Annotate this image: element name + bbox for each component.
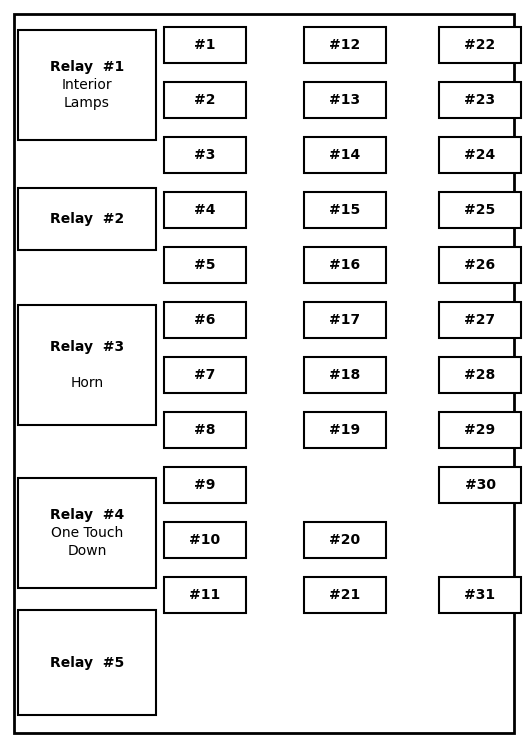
Bar [304, 137, 386, 173]
Text: Relay  #4: Relay #4 [50, 508, 124, 522]
Bar [439, 137, 521, 173]
Text: #3: #3 [194, 148, 215, 162]
Bar [18, 188, 156, 250]
Text: #26: #26 [465, 258, 496, 272]
Bar [18, 305, 156, 425]
Bar [304, 412, 386, 448]
Bar [164, 467, 246, 503]
Bar [304, 27, 386, 63]
Bar [18, 610, 156, 715]
Text: #20: #20 [329, 533, 361, 547]
Text: #22: #22 [464, 38, 496, 52]
Text: Relay  #3: Relay #3 [50, 340, 124, 354]
Bar [164, 522, 246, 558]
Bar [439, 357, 521, 393]
Bar [18, 478, 156, 588]
Text: #16: #16 [329, 258, 361, 272]
Bar [304, 522, 386, 558]
Text: #1: #1 [194, 38, 216, 52]
Bar [439, 302, 521, 338]
Bar [164, 82, 246, 118]
Text: Relay  #5: Relay #5 [50, 656, 124, 669]
Bar [439, 82, 521, 118]
Text: #17: #17 [329, 313, 361, 327]
Bar [439, 467, 521, 503]
Bar [439, 27, 521, 63]
Text: #11: #11 [190, 588, 221, 602]
Text: Relay  #2: Relay #2 [50, 212, 124, 226]
Text: #18: #18 [329, 368, 361, 382]
Bar [164, 247, 246, 283]
Text: #5: #5 [194, 258, 216, 272]
Bar [439, 412, 521, 448]
Text: Horn: Horn [70, 376, 103, 390]
Text: Lamps: Lamps [64, 96, 110, 110]
Text: #15: #15 [329, 203, 361, 217]
Bar [164, 192, 246, 228]
Text: #24: #24 [464, 148, 496, 162]
Text: #4: #4 [194, 203, 216, 217]
Text: #13: #13 [329, 93, 361, 107]
Bar [304, 82, 386, 118]
Text: #8: #8 [194, 423, 216, 437]
Text: Relay  #1: Relay #1 [50, 60, 124, 74]
Text: #14: #14 [329, 148, 361, 162]
Text: #21: #21 [329, 588, 361, 602]
Text: #25: #25 [464, 203, 496, 217]
Bar [304, 357, 386, 393]
Bar [164, 412, 246, 448]
Bar [164, 27, 246, 63]
Text: #2: #2 [194, 93, 216, 107]
Text: #10: #10 [190, 533, 221, 547]
Text: #23: #23 [465, 93, 496, 107]
Bar [164, 357, 246, 393]
Bar [439, 247, 521, 283]
Text: #12: #12 [329, 38, 361, 52]
Bar [304, 247, 386, 283]
Text: #29: #29 [465, 423, 496, 437]
Text: One Touch: One Touch [51, 526, 123, 540]
Text: Interior: Interior [62, 78, 112, 92]
Bar [439, 192, 521, 228]
Bar [304, 192, 386, 228]
Text: #28: #28 [464, 368, 496, 382]
Bar [304, 577, 386, 613]
Text: #6: #6 [194, 313, 215, 327]
Bar [164, 302, 246, 338]
Text: Down: Down [67, 544, 107, 558]
Text: #30: #30 [465, 478, 495, 492]
Bar [164, 137, 246, 173]
Bar [439, 577, 521, 613]
Text: #7: #7 [194, 368, 215, 382]
Bar [164, 577, 246, 613]
Bar [18, 30, 156, 140]
Bar [304, 302, 386, 338]
Text: #27: #27 [465, 313, 496, 327]
Text: #19: #19 [329, 423, 361, 437]
Text: #9: #9 [194, 478, 215, 492]
Text: #31: #31 [465, 588, 496, 602]
